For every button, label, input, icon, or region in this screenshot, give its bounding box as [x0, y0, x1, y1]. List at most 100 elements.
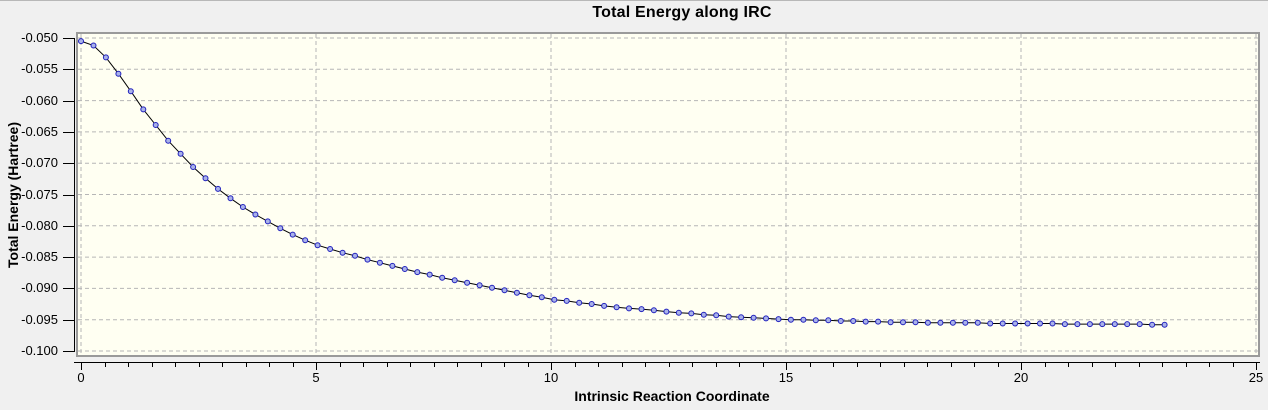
data-point[interactable]	[1136, 321, 1143, 328]
data-point[interactable]	[825, 317, 832, 324]
data-point[interactable]	[364, 256, 371, 263]
data-point[interactable]	[576, 299, 583, 306]
data-point[interactable]	[1012, 320, 1019, 327]
data-point[interactable]	[239, 204, 246, 210]
data-point[interactable]	[376, 259, 383, 266]
data-point[interactable]	[912, 319, 919, 326]
y-tick	[63, 351, 74, 352]
data-point[interactable]	[352, 252, 358, 259]
data-point[interactable]	[538, 294, 545, 301]
data-point[interactable]	[650, 307, 657, 314]
data-point[interactable]	[202, 175, 209, 182]
x-minor-tick	[292, 362, 294, 367]
data-point[interactable]	[638, 306, 645, 313]
data-point[interactable]	[974, 319, 981, 326]
data-point[interactable]	[1049, 320, 1056, 327]
x-minor-tick	[339, 362, 341, 367]
data-point[interactable]	[277, 225, 284, 232]
x-minor-tick	[574, 362, 576, 367]
data-point[interactable]	[102, 54, 109, 61]
data-point[interactable]	[140, 106, 147, 113]
data-point[interactable]	[1037, 320, 1043, 327]
data-point[interactable]	[327, 246, 334, 252]
data-point[interactable]	[750, 314, 757, 321]
data-point[interactable]	[862, 318, 869, 325]
data-point[interactable]	[613, 304, 620, 311]
data-point[interactable]	[588, 301, 595, 307]
data-point[interactable]	[339, 249, 346, 256]
data-point[interactable]	[78, 38, 84, 45]
x-minor-tick	[1232, 362, 1234, 367]
data-point[interactable]	[787, 316, 794, 323]
data-point[interactable]	[264, 218, 271, 225]
data-point[interactable]	[489, 284, 495, 291]
data-point[interactable]	[476, 282, 483, 289]
data-point[interactable]	[663, 308, 670, 315]
x-minor-tick	[363, 362, 364, 367]
data-point[interactable]	[1111, 321, 1118, 328]
data-point[interactable]	[115, 70, 122, 77]
x-tick-label: 10	[543, 370, 559, 385]
data-point[interactable]	[1149, 321, 1156, 328]
data-point[interactable]	[227, 195, 234, 202]
data-point[interactable]	[302, 237, 309, 244]
data-point[interactable]	[800, 316, 807, 323]
plot-area[interactable]	[76, 32, 1260, 357]
data-point[interactable]	[1074, 321, 1081, 328]
x-minor-tick	[386, 362, 388, 367]
data-point[interactable]	[675, 309, 682, 316]
data-point[interactable]	[551, 296, 558, 303]
data-point[interactable]	[165, 137, 172, 144]
data-point[interactable]	[875, 318, 882, 325]
data-point[interactable]	[688, 310, 695, 317]
data-point[interactable]	[439, 274, 446, 281]
data-point[interactable]	[962, 319, 969, 326]
x-minor-tick	[410, 362, 411, 367]
data-point[interactable]	[1024, 320, 1031, 327]
data-point[interactable]	[152, 122, 159, 128]
data-point[interactable]	[700, 311, 707, 318]
data-point[interactable]	[389, 262, 396, 269]
data-point[interactable]	[314, 242, 321, 249]
data-point[interactable]	[289, 231, 296, 238]
data-point[interactable]	[401, 266, 408, 272]
data-point[interactable]	[725, 313, 732, 320]
data-point[interactable]	[887, 319, 894, 326]
data-point[interactable]	[215, 185, 221, 192]
data-point[interactable]	[999, 320, 1006, 327]
data-point[interactable]	[127, 88, 134, 95]
data-point[interactable]	[1086, 321, 1093, 328]
data-point[interactable]	[601, 302, 608, 309]
data-point[interactable]	[837, 318, 844, 324]
data-point[interactable]	[949, 319, 956, 326]
data-point[interactable]	[850, 318, 857, 324]
data-point[interactable]	[252, 211, 259, 218]
data-point[interactable]	[1124, 321, 1131, 328]
data-point[interactable]	[563, 297, 570, 304]
data-point[interactable]	[513, 289, 520, 296]
data-point[interactable]	[713, 312, 720, 319]
data-point[interactable]	[987, 320, 994, 327]
data-point[interactable]	[1161, 321, 1168, 328]
data-point[interactable]	[464, 279, 471, 286]
data-point[interactable]	[90, 42, 97, 49]
data-point[interactable]	[426, 271, 433, 278]
data-point[interactable]	[626, 305, 632, 312]
data-point[interactable]	[1061, 321, 1068, 328]
data-point[interactable]	[763, 315, 769, 322]
data-point[interactable]	[937, 319, 944, 326]
data-point[interactable]	[775, 316, 782, 323]
data-point[interactable]	[1099, 321, 1106, 328]
data-point[interactable]	[526, 292, 533, 299]
data-point[interactable]	[924, 319, 931, 326]
data-point[interactable]	[451, 277, 458, 284]
data-point[interactable]	[900, 319, 906, 326]
data-point[interactable]	[812, 317, 819, 324]
data-point[interactable]	[177, 150, 184, 157]
data-point[interactable]	[501, 287, 508, 294]
data-point[interactable]	[738, 314, 745, 321]
x-tick-label: 25	[1248, 370, 1264, 385]
data-point[interactable]	[190, 164, 197, 170]
x-minor-tick	[104, 362, 106, 367]
data-point[interactable]	[414, 269, 421, 276]
